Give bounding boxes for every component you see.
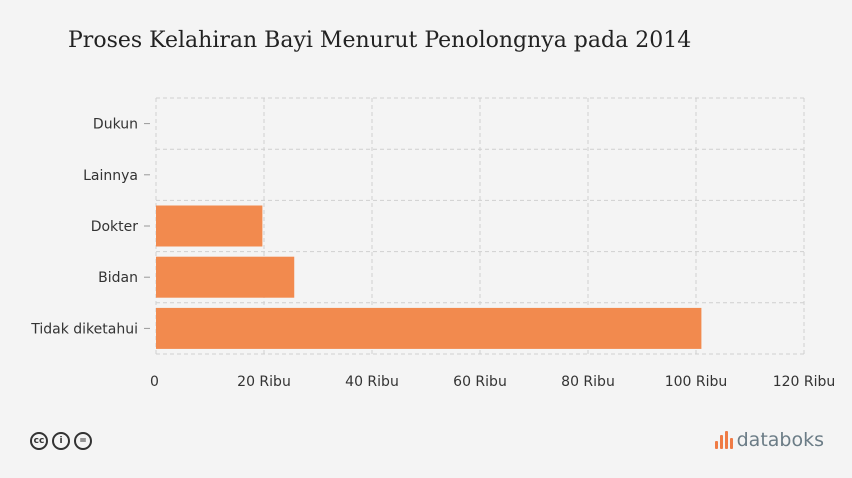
x-tick-label: 100 Ribu xyxy=(665,374,728,390)
category-label: Lainnya xyxy=(83,168,138,184)
category-label: Tidak diketahui xyxy=(30,321,138,337)
x-tick-label: 40 Ribu xyxy=(345,374,399,390)
chart-title: Proses Kelahiran Bayi Menurut Penolongny… xyxy=(68,28,692,53)
brand-logo[interactable]: databoks xyxy=(714,429,824,451)
bar-tidak-diketahui xyxy=(156,307,702,349)
license-icons: cc i = xyxy=(30,432,92,450)
bar-dokter xyxy=(156,205,263,247)
category-label: Bidan xyxy=(98,270,138,286)
databoks-logo-icon xyxy=(714,431,733,449)
x-tick-label: 60 Ribu xyxy=(453,374,507,390)
brand-name: databoks xyxy=(736,429,824,451)
x-tick-label: 120 Ribu xyxy=(773,374,836,390)
nd-icon: = xyxy=(74,432,92,450)
x-tick-label: 20 Ribu xyxy=(237,374,291,390)
x-tick-label: 0 xyxy=(150,374,159,390)
cc-icon: cc xyxy=(30,432,48,450)
category-label: Dokter xyxy=(91,219,139,235)
bar-bidan xyxy=(156,256,295,298)
x-tick-label: 80 Ribu xyxy=(561,374,615,390)
bar-chart: Dukun Lainnya Dokter Bidan Tidak diketahui 0 2… xyxy=(30,97,836,390)
by-icon: i xyxy=(52,432,70,450)
category-label: Dukun xyxy=(93,117,138,133)
